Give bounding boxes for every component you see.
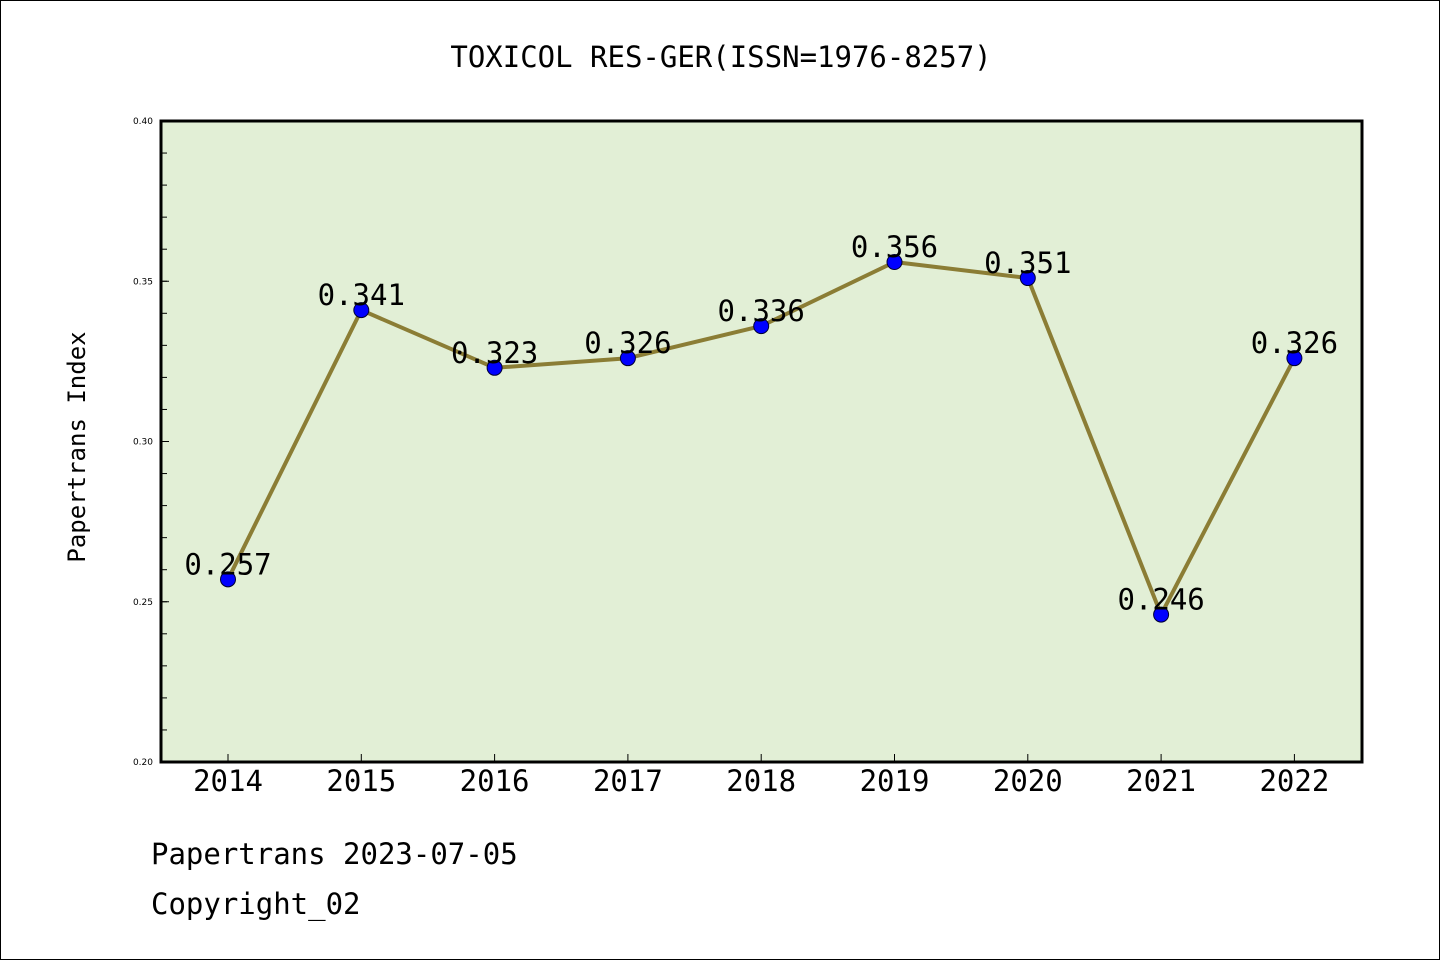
data-markers — [220, 254, 1303, 623]
footer-copyright-line: Copyright_02 — [151, 887, 361, 921]
data-point-marker — [220, 571, 236, 588]
y-axis-ticks: 0.20 0.25 0.30 0.35 0.40 — [133, 117, 169, 768]
x-axis-ticks: 2014 2015 2016 2017 2018 2019 2020 2021 2022 — [193, 754, 1329, 798]
y-tick-label: 0.20 — [133, 758, 153, 768]
footer-date-line: Papertrans 2023-07-05 — [151, 837, 518, 871]
data-label: 0.356 — [851, 230, 938, 264]
data-labels: 0.257 0.341 0.323 0.326 0.336 0.356 0.351 0.246… — [184, 230, 1338, 617]
data-label: 0.257 — [184, 547, 271, 581]
data-label: 0.246 — [1117, 583, 1204, 617]
x-tick-label: 2017 — [593, 764, 663, 798]
data-label: 0.341 — [318, 278, 405, 312]
y-axis-label: Papertrans Index — [63, 331, 91, 562]
data-point-marker — [1019, 270, 1036, 287]
data-label: 0.323 — [451, 336, 538, 370]
x-tick-label: 2014 — [193, 764, 263, 798]
x-tick-label: 2020 — [993, 764, 1063, 798]
x-tick-label: 2015 — [326, 764, 396, 798]
x-tick-label: 2019 — [860, 764, 930, 798]
data-label: 0.336 — [718, 294, 805, 328]
data-label: 0.326 — [584, 326, 671, 360]
data-point-marker — [1286, 350, 1303, 367]
y-tick-label: 0.30 — [133, 438, 153, 448]
x-tick-label: 2016 — [460, 764, 530, 798]
data-point-marker — [353, 302, 370, 319]
data-label: 0.326 — [1251, 326, 1338, 360]
data-label: 0.351 — [984, 246, 1071, 280]
y-tick-label: 0.25 — [133, 598, 153, 608]
data-point-marker — [486, 359, 503, 376]
x-tick-label: 2021 — [1126, 764, 1196, 798]
data-point-marker — [886, 254, 903, 271]
data-point-marker — [1153, 606, 1170, 623]
plot-area — [159, 119, 1364, 764]
data-point-marker — [753, 318, 770, 335]
y-tick-label: 0.35 — [133, 277, 153, 287]
x-tick-label: 2022 — [1259, 764, 1329, 798]
y-tick-label: 0.40 — [133, 117, 153, 127]
x-tick-label: 2018 — [726, 764, 796, 798]
chart-title: TOXICOL RES-GER(ISSN=1976-8257) — [450, 40, 991, 74]
data-point-marker — [619, 350, 636, 367]
